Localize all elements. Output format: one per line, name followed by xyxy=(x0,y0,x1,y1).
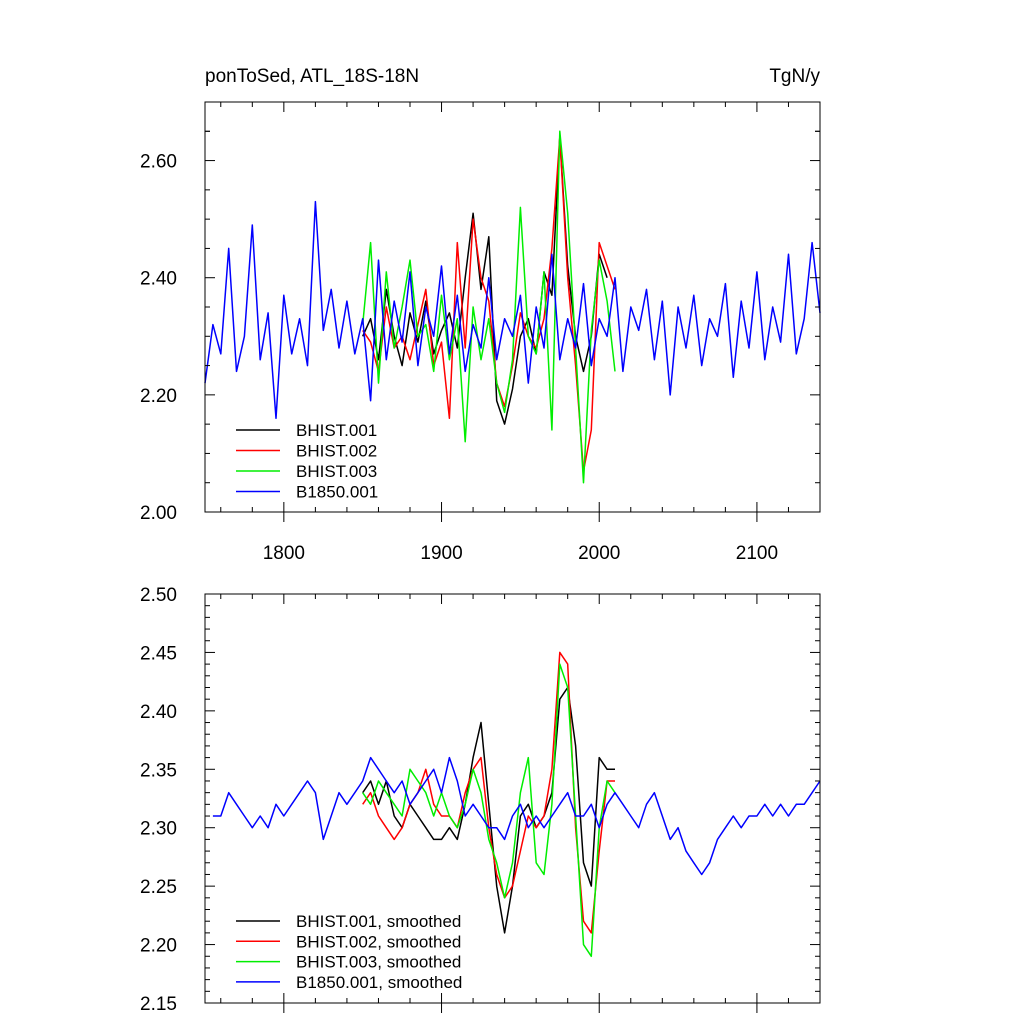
series-line-top-2 xyxy=(361,130,616,484)
y-tick-label: 2.25 xyxy=(140,877,177,898)
series-line-top-3 xyxy=(204,200,821,420)
x-tick-label: 2000 xyxy=(578,543,620,564)
top-panel: ponToSed, ATL_18S-18N TgN/y 2.00 2.20 2.40… xyxy=(140,66,821,564)
legend-label: B1850.001 xyxy=(296,483,378,502)
y-tick-label: 2.45 xyxy=(140,643,177,664)
top-title-left: ponToSed, ATL_18S-18N xyxy=(205,66,419,87)
x-tick-label: 2100 xyxy=(736,543,778,564)
legend-label: BHIST.003 xyxy=(296,462,377,481)
bottom-panel: 2.15 2.20 2.25 2.30 2.35 2.40 2.45 2.50 BHIST.0… xyxy=(140,585,821,1015)
series-line-top-1 xyxy=(362,136,616,472)
bottom-ticks: 2.15 2.20 2.25 2.30 2.35 2.40 2.45 2.50 xyxy=(140,585,821,1015)
y-tick-label: 2.20 xyxy=(140,936,177,957)
series-line-bottom-3 xyxy=(212,756,821,876)
legend-label: BHIST.003, smoothed xyxy=(296,953,461,972)
legend-label: BHIST.001, smoothed xyxy=(296,912,461,931)
y-tick-label: 2.40 xyxy=(140,269,177,290)
legend-label: BHIST.002 xyxy=(296,442,377,461)
series-line-bottom-2 xyxy=(362,663,616,958)
y-tick-label: 2.30 xyxy=(140,819,177,840)
legend-label: B1850.001, smoothed xyxy=(296,973,462,992)
bottom-series-lines xyxy=(212,651,821,958)
y-tick-label: 2.35 xyxy=(140,760,177,781)
y-tick-label: 2.60 xyxy=(140,152,177,173)
top-series-lines xyxy=(204,130,821,484)
y-tick-label: 2.50 xyxy=(140,585,177,606)
top-ticks: 2.00 2.20 2.40 2.60 1800 1900 2000 2100 xyxy=(140,101,821,564)
x-tick-label: 1800 xyxy=(263,543,305,564)
series-line-top-0 xyxy=(362,136,608,425)
series-line-bottom-0 xyxy=(362,686,615,934)
y-tick-label: 2.15 xyxy=(140,994,177,1015)
top-units-label: TgN/y xyxy=(769,66,820,87)
series-line-bottom-1 xyxy=(362,651,615,934)
x-tick-label: 1900 xyxy=(420,543,462,564)
y-tick-label: 2.00 xyxy=(140,503,177,524)
legend-label: BHIST.002, smoothed xyxy=(296,932,461,951)
y-tick-label: 2.40 xyxy=(140,702,177,723)
bottom-plot-frame xyxy=(204,593,821,1004)
legend-label: BHIST.001 xyxy=(296,421,377,440)
y-tick-label: 2.20 xyxy=(140,386,177,407)
